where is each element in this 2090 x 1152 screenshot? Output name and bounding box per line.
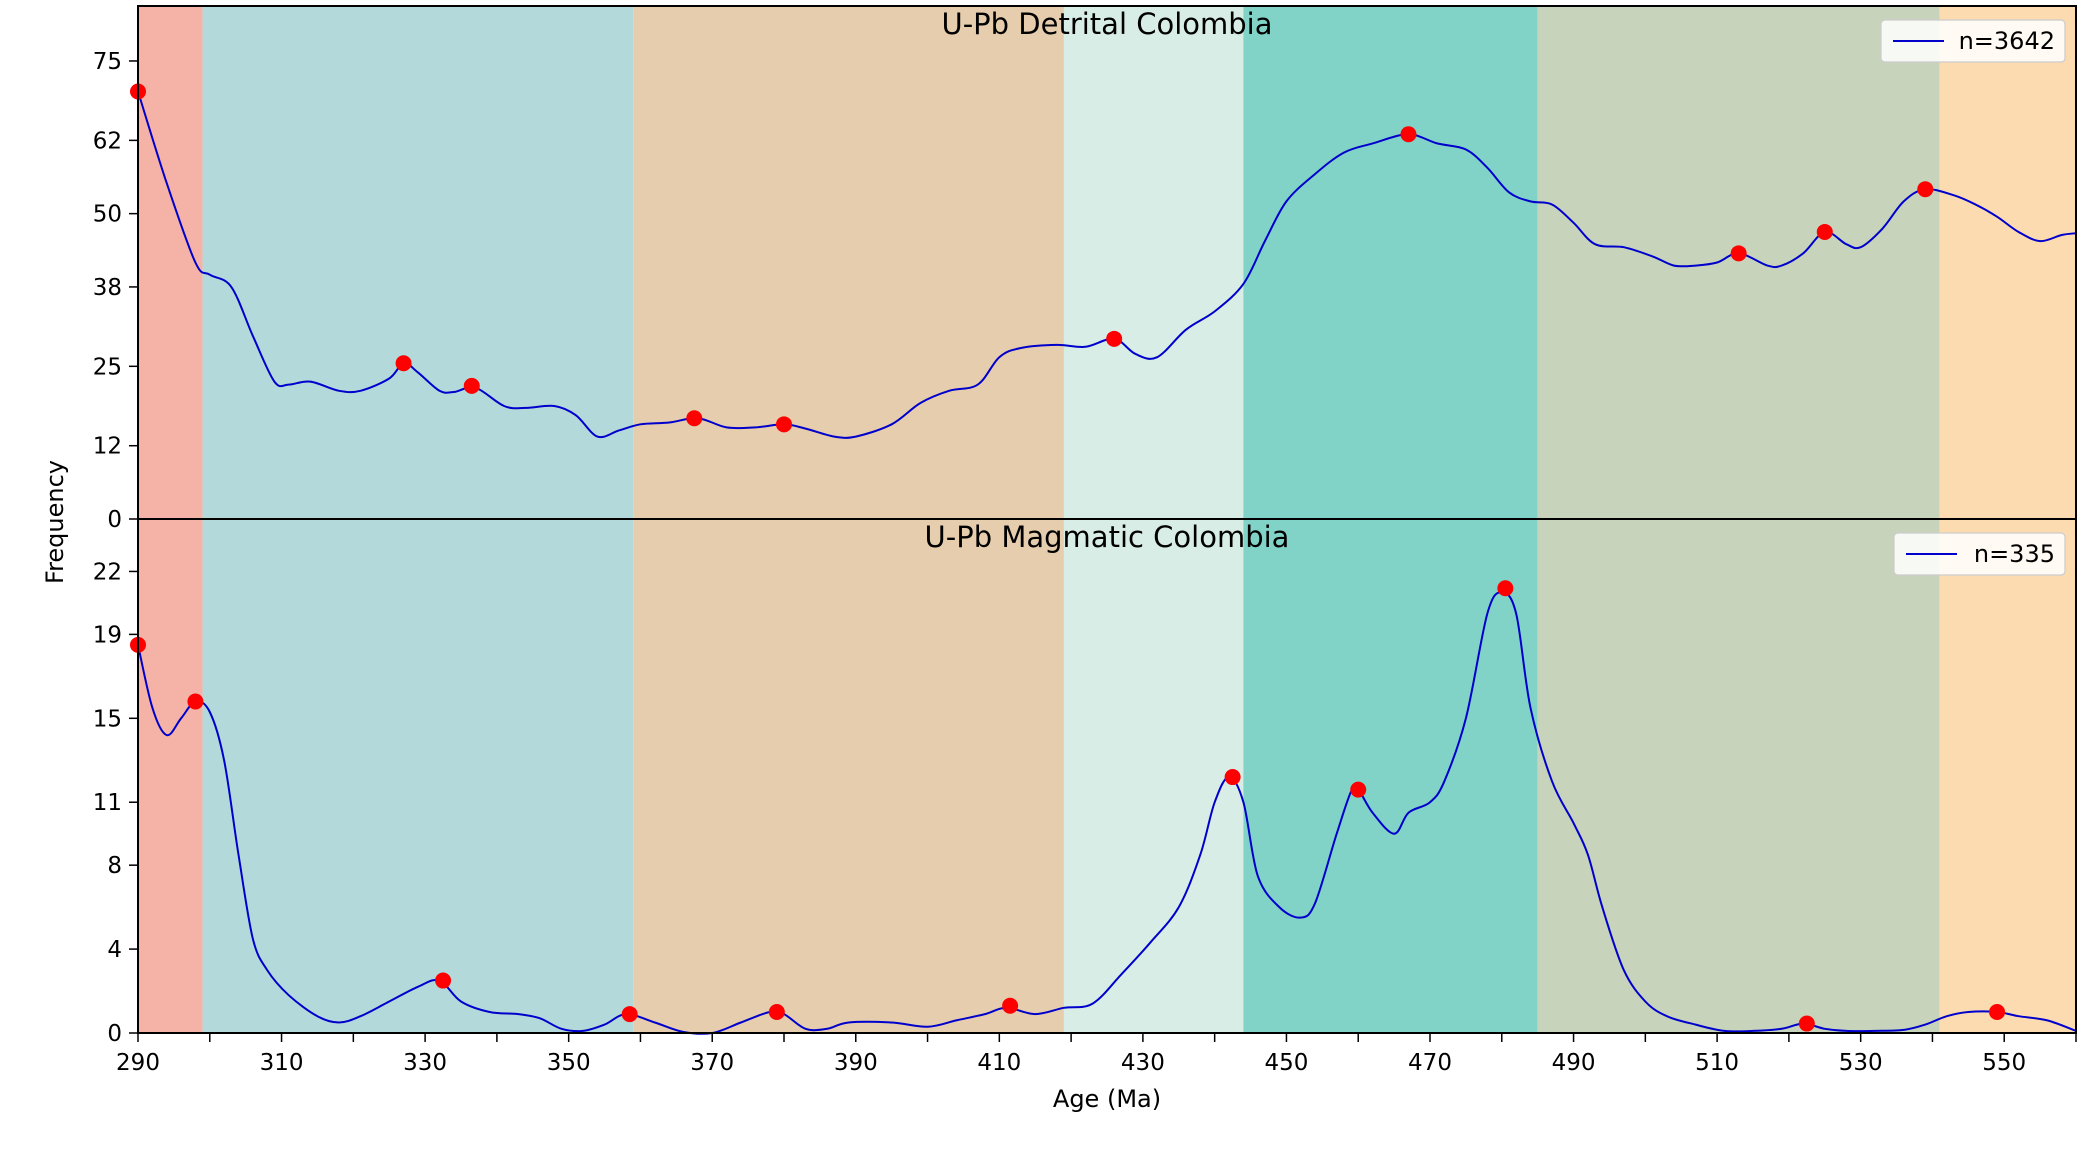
magmatic-frame [137,518,2077,1034]
magmatic-legend-label: n=335 [1974,540,2055,568]
magmatic-peak-marker [435,972,452,989]
magmatic-peak-marker [1350,781,1367,798]
detrital-peak-marker [1816,223,1833,240]
detrital-legend-label: n=3642 [1959,27,2055,55]
magmatic-period-band-5 [1537,519,1940,1033]
x-tick-label: 370 [690,1050,734,1076]
detrital-period-band-0 [138,6,203,519]
detrital-peak-marker [1730,245,1747,262]
x-tick-label: 350 [547,1050,591,1076]
detrital-y-tick-label: 25 [93,354,122,380]
magmatic-kde-line [137,591,2077,1035]
x-tick-label: 550 [1982,1050,2026,1076]
detrital-peak-marker [395,355,412,372]
detrital-peak-marker [1106,330,1123,347]
detrital-period-band-1 [202,6,634,519]
magmatic-peak-marker [1224,769,1241,786]
magmatic-y-tick-label: 19 [93,622,122,648]
detrital-panel: 0 12 25 38 50 62 75 U-Pb Detrital Colombia n=364… [93,5,2077,533]
magmatic-peak-marker [1989,1004,2006,1021]
detrital-period-band-6 [1939,6,2076,519]
magmatic-y-tick-label: 15 [93,706,122,732]
x-tick-label: 290 [116,1050,160,1076]
magmatic-y-tick-label: 11 [93,790,122,816]
x-axis: 290 310 330 350 370 390 410 430 450 470 490 510 530 5… [116,1033,2077,1076]
x-tick-label: 470 [1408,1050,1452,1076]
detrital-peak-marker [463,377,480,394]
magmatic-peak-marker [768,1004,785,1021]
detrital-peak-marker [1917,181,1934,198]
x-tick-label: 510 [1695,1050,1739,1076]
detrital-period-band-4 [1243,6,1538,519]
detrital-y-tick-label: 75 [93,49,122,75]
detrital-period-band-5 [1537,6,1940,519]
x-tick-label: 490 [1552,1050,1596,1076]
magmatic-peak-marker [1798,1015,1815,1032]
magmatic-peak-marker [1002,997,1019,1014]
detrital-legend: n=3642 [1880,19,2066,63]
detrital-y-tick-label: 38 [93,275,122,301]
detrital-panel-title: U-Pb Detrital Colombia [941,7,1272,41]
magmatic-period-band-1 [202,519,634,1033]
detrital-peak-marker [1400,126,1417,143]
x-tick-label: 390 [834,1050,878,1076]
magmatic-peak-marker [621,1006,638,1023]
magmatic-period-band-3 [1063,519,1244,1033]
detrital-peak-marker [686,410,703,427]
detrital-y-tick-label: 50 [93,202,122,228]
detrital-y-tick-label: 62 [93,128,122,154]
x-tick-label: 450 [1264,1050,1308,1076]
x-tick-label: 310 [260,1050,304,1076]
y-axis-label: Frequency [41,460,69,584]
magmatic-panel-title: U-Pb Magmatic Colombia [925,520,1290,554]
x-tick-label: 530 [1839,1050,1883,1076]
magmatic-y-tick-label: 8 [107,853,122,879]
detrital-y-tick-label: 12 [93,434,122,460]
detrital-period-band-2 [633,6,1064,519]
magmatic-period-band-2 [633,519,1064,1033]
magmatic-period-band-4 [1243,519,1538,1033]
magmatic-y-tick-label: 22 [93,559,122,585]
magmatic-period-band-0 [138,519,203,1033]
x-axis-label: Age (Ma) [1053,1085,1161,1113]
magmatic-period-band-6 [1939,519,2076,1033]
x-tick-label: 330 [403,1050,447,1076]
magmatic-peak-marker [187,693,204,710]
magmatic-panel: 0 4 8 11 15 19 22 U-Pb Magmatic Colombia n=335 [93,518,2077,1047]
magmatic-legend-box [1893,532,2066,576]
detrital-period-band-3 [1063,6,1244,519]
detrital-y-tick-label: 0 [107,507,122,533]
magmatic-peak-marker [1497,580,1514,597]
magmatic-y-tick-label: 4 [107,937,122,963]
magmatic-legend: n=335 [1893,532,2066,576]
x-tick-label: 430 [1121,1050,1165,1076]
detrital-peak-marker [776,416,792,433]
x-tick-label: 410 [977,1050,1021,1076]
detrital-legend-box [1880,19,2066,63]
magmatic-y-tick-label: 0 [107,1021,122,1047]
